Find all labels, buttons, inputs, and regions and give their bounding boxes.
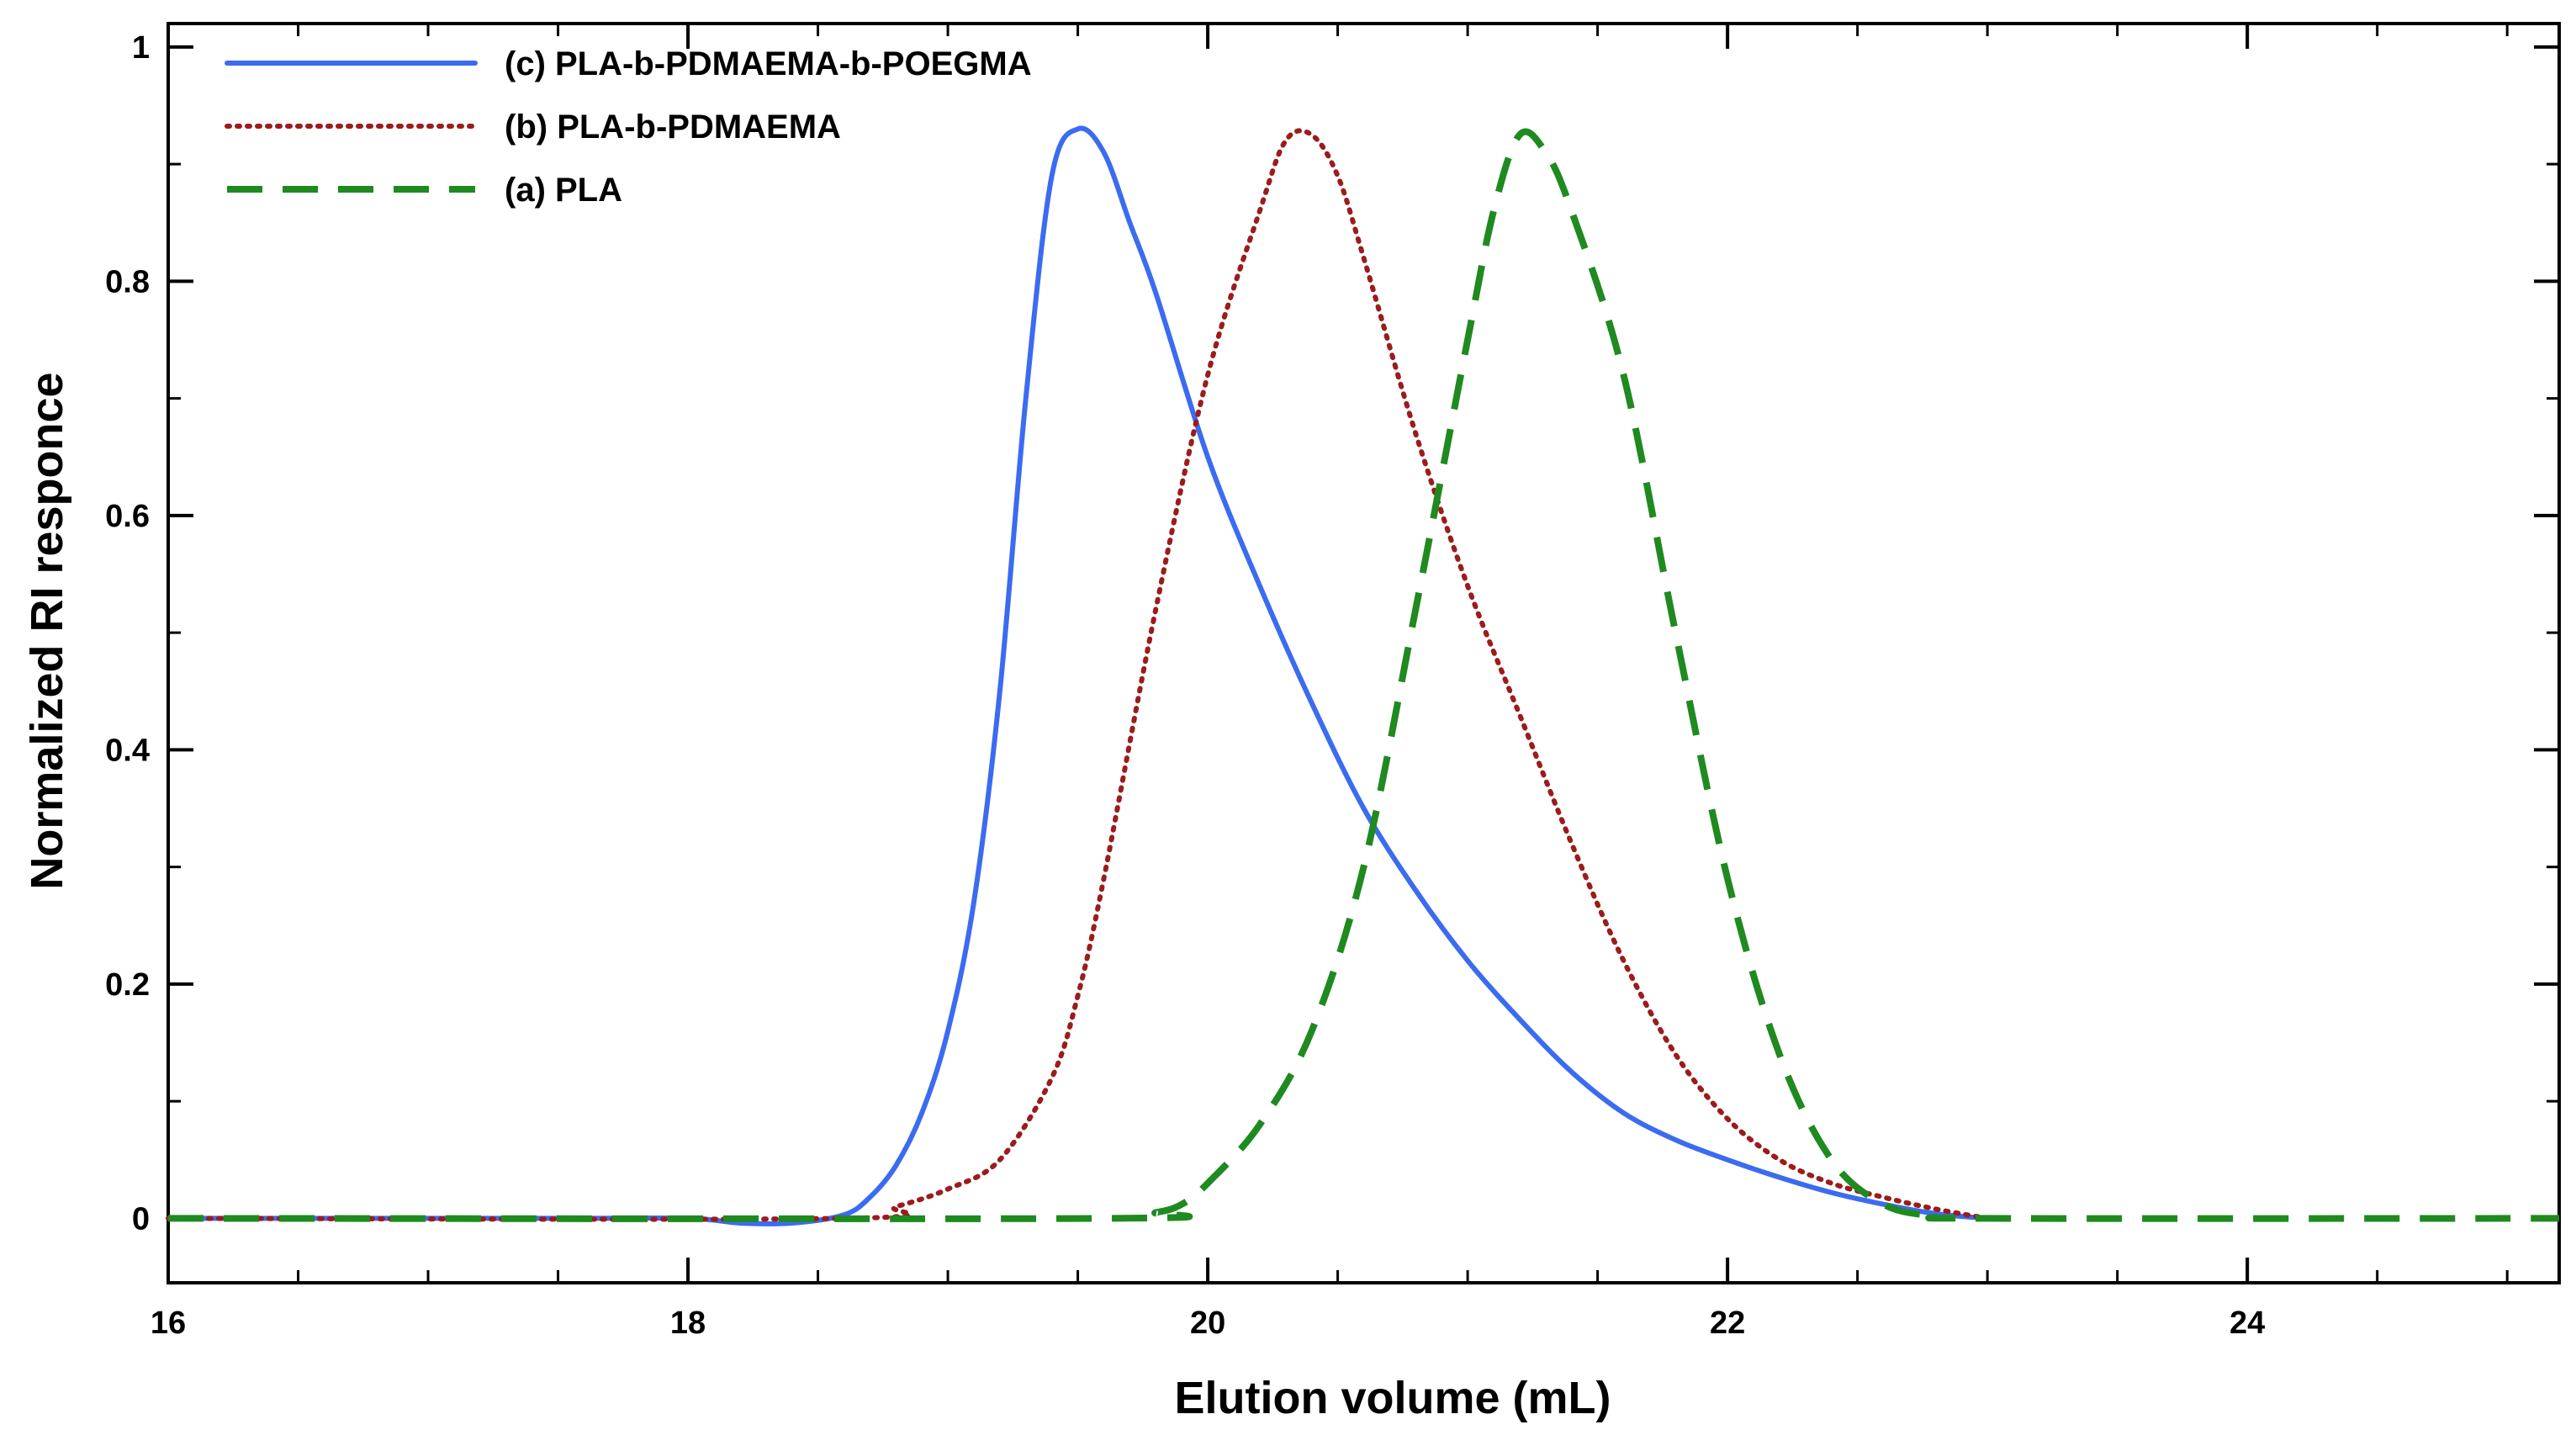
minor-ticks	[168, 24, 2559, 1283]
plot-frame	[167, 22, 2561, 1284]
x-tick-label: 24	[2230, 1306, 2265, 1341]
legend-label-pla-b-pdmaema-b-poegma: (c) PLA-b-PDMAEMA-b-POEGMA	[505, 45, 1032, 82]
y-tick-label: 0	[132, 1201, 150, 1237]
x-tick-label: 22	[1710, 1306, 1745, 1341]
legend-label-pla: (a) PLA	[505, 172, 622, 209]
y-tick-label: 0.6	[105, 499, 150, 534]
x-tick-label: 20	[1190, 1306, 1225, 1341]
legend-label-pla-b-pdmaema: (b) PLA-b-PDMAEMA	[505, 109, 841, 146]
plot-area: 16 18 20 22 24 0 0.2 0.4 0.6 0.8 1	[105, 22, 2561, 1341]
x-tick-label: 16	[151, 1306, 186, 1341]
legend: (c) PLA-b-PDMAEMA-b-POEGMA (b) PLA-b-PDMA…	[225, 45, 1032, 209]
y-tick-label: 0.2	[105, 967, 150, 1003]
x-axis-ticks: 16 18 20 22 24	[151, 24, 2265, 1341]
series-line-pla-b-pdmaema	[166, 128, 1991, 1222]
series-line-pla-b-pdmaema-b-poegma	[166, 125, 1991, 1226]
y-tick-label: 0.4	[105, 733, 150, 768]
y-axis-ticks: 0 0.2 0.4 0.6 0.8 1	[105, 30, 2559, 1237]
series-layer	[166, 125, 2560, 1226]
x-axis-title: Elution volume (mL)	[1175, 1373, 1611, 1423]
y-tick-label: 0.8	[105, 264, 150, 299]
y-tick-label: 1	[132, 30, 150, 66]
x-tick-label: 18	[670, 1306, 706, 1341]
series-line-pla	[167, 128, 2560, 1222]
y-axis-title: Normalized RI responce	[22, 372, 72, 889]
